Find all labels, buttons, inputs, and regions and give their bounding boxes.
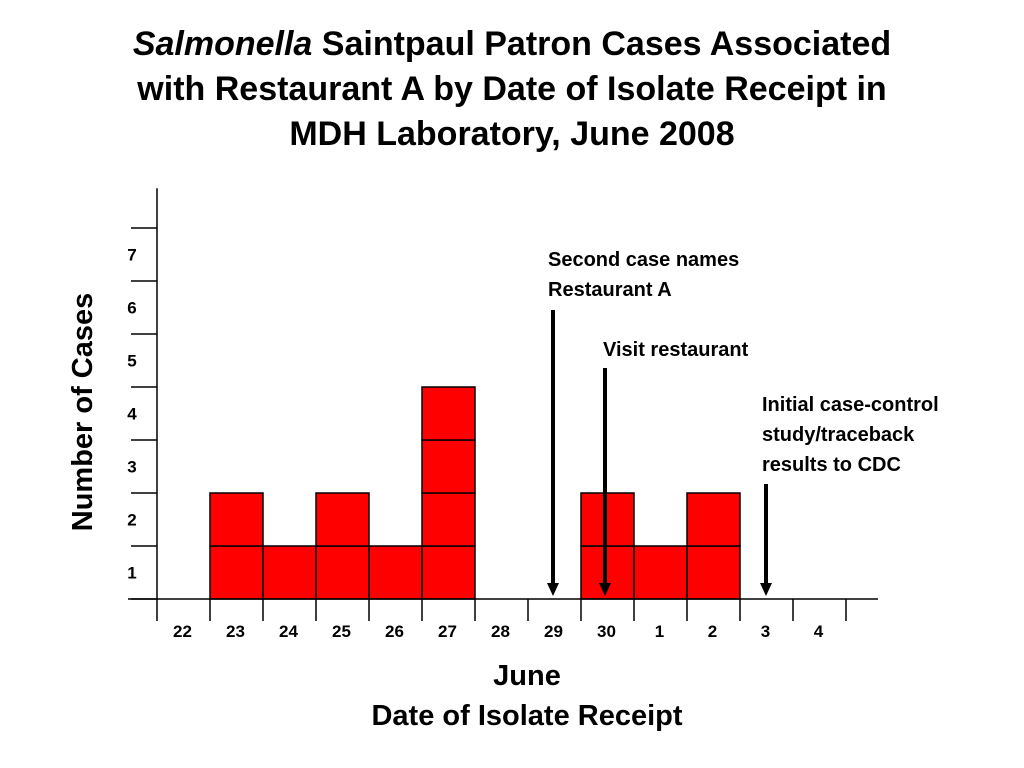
bar-23-case-1 xyxy=(209,545,264,600)
y-tick-label-1: 1 xyxy=(127,564,136,583)
bar-27-case-3 xyxy=(421,439,476,494)
x-tick-label-26: 26 xyxy=(385,622,404,641)
y-axis-label: Number of Cases xyxy=(67,293,99,532)
title-line-2: with Restaurant A by Date of Isolate Rec… xyxy=(137,70,887,108)
bar-30-case-1 xyxy=(580,545,635,600)
x-tick-label-23: 23 xyxy=(226,622,245,641)
annotations-layer: Second case names Restaurant A Visit resta… xyxy=(547,249,939,596)
chart-title: Salmonella Saintpaul Patron Cases Associ… xyxy=(0,22,1024,157)
bar-27-case-1 xyxy=(421,545,476,600)
title-italic: Salmonella xyxy=(132,25,313,63)
bars-layer xyxy=(209,386,741,600)
title-line-3: MDH Laboratory, June 2008 xyxy=(289,115,735,153)
x-tick-label-28: 28 xyxy=(491,622,510,641)
bar-1-case-1 xyxy=(633,545,688,600)
bar-24-case-1 xyxy=(262,545,317,600)
annotation-3-line-1: Initial case-control xyxy=(762,394,939,416)
bar-23-case-2 xyxy=(209,492,264,547)
annotation-2-line-1: Visit restaurant xyxy=(603,339,749,361)
annotation-1-arrow-head xyxy=(547,583,559,596)
annotation-1-line-2: Restaurant A xyxy=(548,279,672,301)
y-tick-label-5: 5 xyxy=(127,352,136,371)
bar-27-case-2 xyxy=(421,492,476,547)
annotation-3-arrow-head xyxy=(760,583,772,596)
x-tick-label-3: 3 xyxy=(761,622,770,641)
y-tick-label-4: 4 xyxy=(127,405,137,424)
x-tick-label-22: 22 xyxy=(173,622,192,641)
x-tick-label-24: 24 xyxy=(279,622,298,641)
x-tick-label-4: 4 xyxy=(814,622,824,641)
y-tick-label-7: 7 xyxy=(127,246,136,265)
bar-25-case-1 xyxy=(315,545,370,600)
bar-26-case-1 xyxy=(368,545,423,600)
y-tick-labels: 1 2 3 4 5 6 7 xyxy=(127,246,137,583)
bar-2-case-2 xyxy=(686,492,741,547)
y-tick-label-6: 6 xyxy=(127,299,136,318)
annotation-2-arrow-head xyxy=(599,583,611,596)
bar-2-case-1 xyxy=(686,545,741,600)
annotation-1-line-1: Second case names xyxy=(548,249,739,271)
title-line-1-rest: Saintpaul Patron Cases Associated xyxy=(312,25,892,63)
x-tick-label-27: 27 xyxy=(438,622,457,641)
x-tick-label-30: 30 xyxy=(597,622,616,641)
bar-30-case-2 xyxy=(580,492,635,547)
annotation-3-line-3: results to CDC xyxy=(762,454,901,476)
annotation-3-line-2: study/traceback xyxy=(762,424,915,446)
x-tick-label-1: 1 xyxy=(655,622,664,641)
x-axis-label-line-2: Date of Isolate Receipt xyxy=(371,700,682,732)
bar-27-case-4 xyxy=(421,386,476,441)
axes-layer xyxy=(128,188,878,621)
x-tick-labels: 22 23 24 25 26 27 28 29 30 1 2 3 4 xyxy=(173,622,824,641)
x-tick-label-25: 25 xyxy=(332,622,351,641)
title-line-1: Salmonella Saintpaul Patron Cases Associ… xyxy=(0,22,1024,67)
bar-25-case-2 xyxy=(315,492,370,547)
x-tick-label-2: 2 xyxy=(708,622,717,641)
y-tick-label-2: 2 xyxy=(127,511,136,530)
x-axis-label-line-1: June xyxy=(493,660,561,692)
x-tick-label-29: 29 xyxy=(544,622,563,641)
y-tick-label-3: 3 xyxy=(127,458,136,477)
